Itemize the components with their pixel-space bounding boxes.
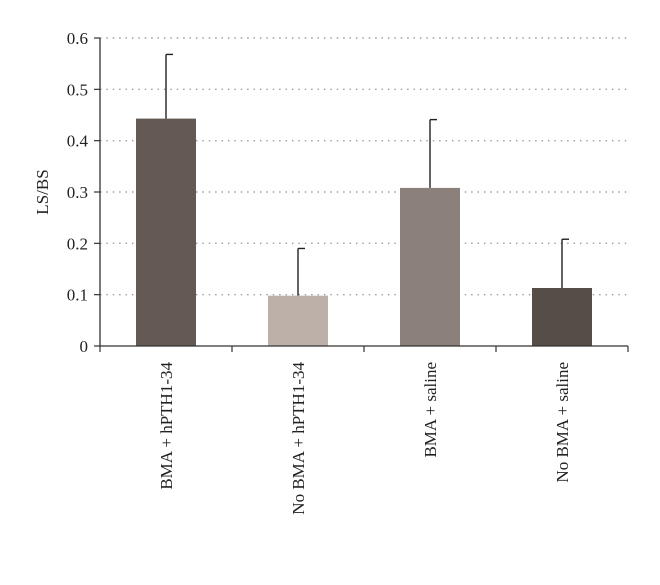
- y-tick-label: 0.2: [67, 234, 88, 253]
- y-tick-label: 0.3: [67, 183, 88, 202]
- y-axis-title: LS/BS: [33, 169, 52, 214]
- y-tick-label: 0.5: [67, 80, 88, 99]
- error-bars: [165, 53, 569, 296]
- x-tick-label: BMA + saline: [421, 362, 440, 458]
- x-tick-label: BMA + hPTH1-34: [157, 362, 176, 490]
- y-tick-label: 0.6: [67, 29, 88, 48]
- y-tick-label: 0.1: [67, 286, 88, 305]
- x-tick-label: No BMA + hPTH1-34: [289, 362, 308, 515]
- bar: [136, 118, 196, 347]
- x-tick-label: No BMA + saline: [553, 362, 572, 483]
- bar: [268, 295, 328, 346]
- x-ticks: BMA + hPTH1-34 No BMA + hPTH1-34 BMA + sal…: [99, 346, 629, 515]
- bar: [532, 287, 592, 346]
- bar: [400, 187, 460, 346]
- y-ticks: 0 0.1 0.2 0.3 0.4 0.5 0.6: [67, 29, 100, 356]
- y-tick-label: 0: [80, 337, 89, 356]
- y-tick-label: 0.4: [67, 132, 89, 151]
- bars: [136, 118, 592, 347]
